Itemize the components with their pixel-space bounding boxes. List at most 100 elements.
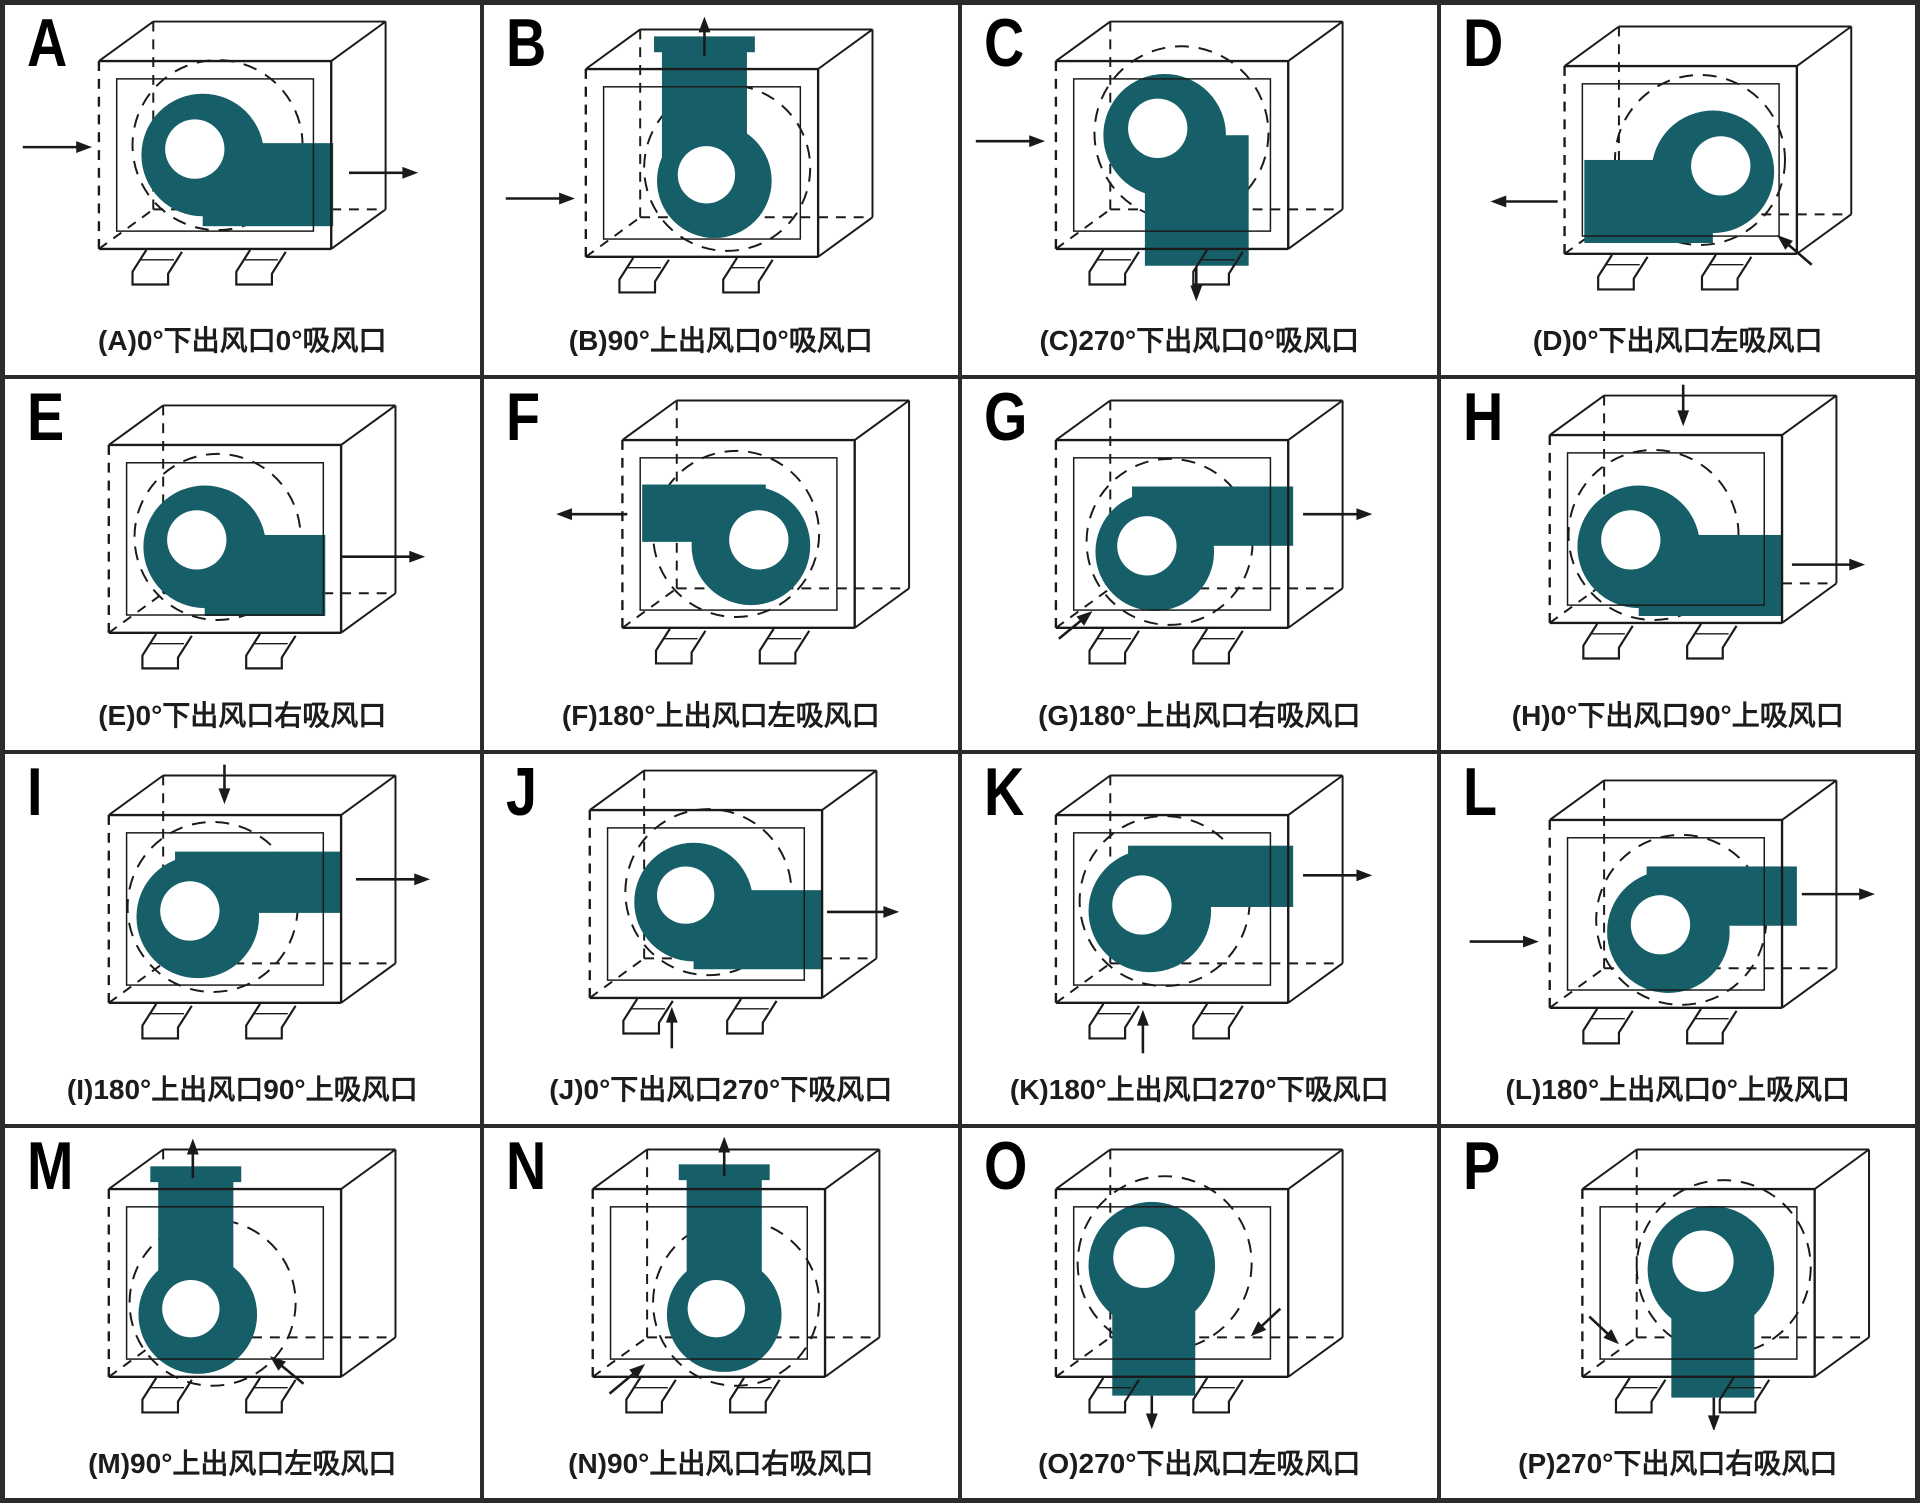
mounting-foot: [1192, 628, 1244, 665]
fan-diagram: [591, 1136, 880, 1414]
orientation-cell: M (M)90°上出风口左吸风口: [3, 1125, 482, 1500]
orientation-cell: A (A)0°下出风口0°吸风口: [3, 3, 482, 378]
fan-diagram: [107, 764, 431, 1040]
fan-inlet-eye: [162, 1279, 220, 1338]
mounting-foot: [621, 997, 674, 1035]
mounting-foot: [245, 633, 297, 670]
orientation-cell: I (I)180°上出风口90°上吸风口: [3, 751, 482, 1126]
airflow-arrow: [1587, 1315, 1619, 1344]
cabinet-wireframe-front: [107, 444, 343, 670]
mounting-foot: [1088, 1002, 1140, 1040]
fan-scroll: [1576, 485, 1782, 617]
cell-letter: E: [27, 379, 64, 456]
cell-caption: (P)270°下出风口右吸风口: [1518, 1448, 1838, 1479]
fan-scroll: [143, 485, 326, 617]
fan-diagram: [1489, 25, 1852, 291]
mounting-foot: [1685, 623, 1737, 660]
cabinet-wireframe-front: [1054, 439, 1290, 665]
orientation-cell: J (J)0°下出风口270°下吸风口: [481, 751, 960, 1126]
orientation-cell: B (B)90°上出风口0°吸风口: [481, 3, 960, 378]
fan-inlet-eye: [1690, 136, 1750, 196]
mounting-foot: [1088, 1377, 1140, 1414]
fan-inlet-eye: [165, 119, 225, 179]
airflow-arrow: [218, 764, 231, 804]
orientation-cell: D (D)0°下出风口左吸风口: [1438, 3, 1917, 378]
cabinet-wireframe-front: [584, 67, 819, 294]
fan-outlet-duct: [150, 1166, 242, 1182]
dashed-housing-circle: [1076, 1174, 1253, 1351]
fan-scroll: [653, 36, 772, 239]
cabinet-wireframe-front: [107, 1187, 343, 1414]
airflow-arrow: [349, 166, 419, 179]
cell-letter: C: [984, 5, 1024, 81]
cell-letter: K: [984, 753, 1024, 830]
airflow-arrow: [1676, 384, 1689, 427]
airflow-arrow: [1303, 868, 1373, 881]
fan-diagram: [1054, 774, 1373, 1053]
airflow-arrow: [22, 141, 92, 154]
cell-caption: (D)0°下出风口左吸风口: [1532, 325, 1823, 357]
cell-caption: (N)90°上出风口右吸风口: [568, 1448, 874, 1479]
airflow-arrow: [717, 1136, 730, 1176]
cell-caption: (O)270°下出风口左吸风口: [1038, 1448, 1361, 1479]
cell-letter: M: [27, 1127, 73, 1204]
fan-scroll: [1088, 1201, 1216, 1396]
fan-inlet-eye: [1630, 894, 1690, 954]
fan-scroll: [1103, 73, 1249, 266]
airflow-arrow: [1058, 611, 1093, 640]
airflow-arrow: [1145, 1395, 1158, 1430]
mounting-foot: [1596, 254, 1649, 291]
airflow-arrow: [555, 508, 627, 521]
mounting-foot: [1700, 254, 1752, 291]
cabinet-wireframe-front: [1054, 1187, 1290, 1414]
mounting-foot: [1614, 1377, 1666, 1414]
fan-diagram: [1054, 399, 1373, 665]
fan-inlet-eye: [1117, 516, 1177, 576]
cell-letter: D: [1462, 5, 1503, 81]
cabinet-wireframe-front: [1054, 59, 1290, 286]
airflow-arrow: [698, 16, 710, 57]
cell-letter: N: [505, 1127, 546, 1204]
fan-diagram: [22, 20, 419, 286]
orientation-cell: K (K)180°上出风口270°下吸风口: [960, 751, 1439, 1126]
cell-letter: I: [27, 753, 42, 830]
cabinet-wireframe-front: [1580, 1187, 1816, 1414]
orientation-cell: P (P)270°下出风口右吸风口: [1438, 1125, 1917, 1500]
fan-inlet-eye: [1113, 1226, 1175, 1288]
fan-diagram: [107, 1138, 397, 1414]
fan-inlet-eye: [677, 146, 735, 204]
cell-letter: P: [1462, 1127, 1500, 1204]
airflow-arrow: [505, 192, 575, 205]
fan-inlet-eye: [1600, 510, 1660, 570]
fan-diagram: [975, 20, 1344, 302]
fan-inlet-eye: [1112, 874, 1172, 935]
cell-letter: A: [27, 5, 67, 81]
fan-inlet-eye: [1128, 98, 1188, 158]
fan-diagram: [555, 399, 910, 665]
fan-diagram: [1548, 384, 1865, 660]
fan-inlet-eye: [656, 865, 714, 924]
cabinet-wireframe-front: [588, 808, 823, 1035]
airflow-arrow: [186, 1138, 199, 1178]
airflow-arrow: [1469, 935, 1539, 948]
cell-caption: (B)90°上出风口0°吸风口: [568, 325, 873, 357]
cabinet-wireframe-front: [107, 813, 343, 1040]
cabinet-wireframe-front: [1548, 434, 1783, 660]
airflow-arrow: [608, 1363, 645, 1395]
mounting-foot: [728, 1377, 780, 1414]
cabinet-wireframe-back: [1055, 399, 1344, 629]
mounting-foot: [1581, 623, 1634, 660]
airflow-arrow: [1136, 1009, 1149, 1053]
cell-caption: (M)90°上出风口左吸风口: [88, 1448, 397, 1479]
cell-caption: (K)180°上出风口270°下吸风口: [1009, 1073, 1389, 1105]
cell-caption: (E)0°下出风口右吸风口: [98, 699, 387, 731]
fan-scroll: [1583, 110, 1774, 243]
cell-caption: (G)180°上出风口右吸风口: [1038, 699, 1361, 731]
airflow-arrow: [1303, 508, 1373, 521]
airflow-arrow: [1707, 1397, 1720, 1430]
mounting-foot: [624, 1377, 677, 1414]
fan-diagram: [588, 769, 899, 1048]
airflow-arrow: [355, 872, 431, 885]
cell-caption: (L)180°上出风口0°上吸风口: [1505, 1073, 1850, 1105]
